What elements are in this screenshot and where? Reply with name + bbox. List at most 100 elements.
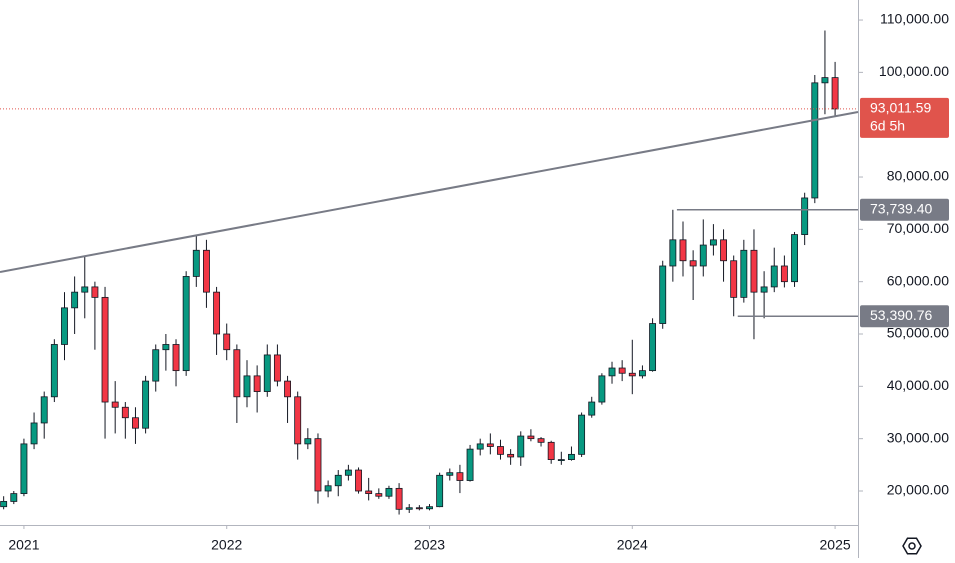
candle-body: [578, 414, 586, 455]
candle-body: [142, 380, 150, 429]
candle-body: [81, 286, 89, 293]
candle-body: [497, 446, 504, 455]
candle-body: [121, 406, 129, 419]
y-tick-label: 110,000.00: [880, 11, 949, 27]
candle-body: [760, 286, 768, 293]
countdown-label: 6d 5h: [870, 118, 905, 134]
candle-body: [618, 367, 626, 374]
candle-body: [30, 422, 38, 445]
candle-body: [527, 435, 535, 440]
candle-body: [476, 443, 484, 450]
candle-body: [811, 82, 819, 199]
x-tick-label: 2024: [617, 537, 648, 553]
settings-icon[interactable]: [902, 537, 922, 555]
candle-body: [770, 265, 778, 288]
y-tick-label: 40,000.00: [887, 377, 949, 393]
candle-body: [162, 344, 170, 351]
candle-body: [61, 307, 68, 345]
candle-body: [436, 474, 444, 508]
candle-body: [0, 501, 8, 508]
x-tick-label: 2021: [8, 537, 39, 553]
y-tick-label: 70,000.00: [887, 220, 949, 236]
candle-body: [557, 459, 565, 461]
settings-hexagon: [902, 537, 922, 555]
y-tick-label: 100,000.00: [879, 63, 949, 79]
price-label: 93,011.59: [870, 100, 931, 116]
candle-body: [679, 239, 687, 262]
x-tick-label: 2023: [414, 537, 445, 553]
settings-dot: [908, 542, 916, 550]
candle-body: [365, 490, 373, 495]
candle-body: [172, 344, 180, 372]
candle-body: [638, 370, 646, 377]
candle-body: [709, 239, 717, 246]
candle-body: [486, 443, 494, 447]
candle-body: [253, 375, 261, 392]
candle-body: [669, 239, 677, 267]
candle-body: [243, 375, 251, 398]
y-tick-label: 60,000.00: [887, 272, 949, 288]
candle-body: [720, 239, 727, 262]
candle-body: [740, 249, 748, 298]
candle-body: [40, 396, 48, 424]
x-tick-label: 2022: [211, 537, 242, 553]
candle-body: [791, 234, 798, 283]
candle-body: [50, 344, 58, 398]
candle-body: [284, 380, 291, 398]
candle-body: [263, 354, 271, 392]
candle-body: [507, 453, 515, 458]
price-label: 73,739.40: [870, 200, 932, 216]
price-label-box: [860, 198, 949, 221]
candle-body: [588, 401, 596, 416]
candle-body: [182, 276, 190, 372]
candle-body: [831, 77, 839, 110]
candle-body: [71, 291, 79, 309]
candle-body: [152, 349, 160, 382]
candle-body: [537, 438, 545, 443]
candle-body: [20, 443, 28, 495]
candle-body: [324, 485, 332, 492]
y-tick-label: 30,000.00: [887, 429, 949, 445]
candle-body: [10, 493, 18, 502]
candles: [0, 30, 839, 515]
candle-body: [426, 506, 433, 510]
candle-body: [304, 438, 312, 445]
x-tick-label: 2025: [820, 537, 851, 553]
candle-body: [415, 507, 423, 510]
candle-body: [466, 448, 474, 481]
candle-body: [628, 372, 636, 377]
candle-body: [192, 249, 200, 277]
candle-body: [375, 493, 383, 497]
candle-body: [405, 507, 413, 510]
candle-body: [659, 265, 667, 324]
candle-body: [91, 286, 99, 298]
candle-body: [568, 453, 575, 460]
candle-body: [699, 244, 707, 267]
candle-body: [649, 323, 657, 372]
y-tick-label: 50,000.00: [887, 325, 949, 341]
y-tick-label: 20,000.00: [887, 482, 949, 498]
candle-body: [314, 438, 322, 492]
price-label: 53,390.76: [870, 307, 932, 323]
candle-body: [801, 197, 809, 235]
candle-body: [456, 472, 464, 481]
candle-body: [730, 260, 738, 298]
price-label-box: [860, 97, 949, 138]
candle-body: [334, 474, 342, 487]
candle-body: [101, 296, 109, 403]
candle-body: [202, 249, 210, 293]
candle-body: [517, 435, 525, 458]
price-label-box: [860, 305, 949, 328]
candle-body: [821, 77, 829, 84]
candle-body: [355, 469, 362, 492]
candle-body: [608, 367, 616, 377]
candle-body: [689, 260, 697, 267]
candle-body: [223, 333, 231, 351]
candle-body: [780, 265, 788, 283]
candle-body: [344, 469, 352, 476]
candle-body: [294, 396, 302, 445]
candle-body: [273, 354, 281, 382]
candle-body: [111, 401, 119, 408]
candle-body: [395, 487, 403, 510]
